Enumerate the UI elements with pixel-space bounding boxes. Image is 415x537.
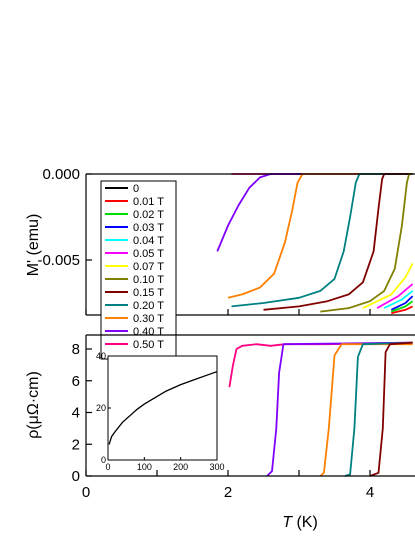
top-line-0-03-T bbox=[390, 295, 414, 311]
top-line-0-04-T bbox=[383, 290, 414, 309]
inset-x-tick-label: 200 bbox=[173, 462, 188, 472]
top-line-0-01-T bbox=[391, 305, 413, 315]
bottom-y-tick-label: 0 bbox=[72, 468, 80, 485]
top-line-0-10-T bbox=[320, 173, 413, 313]
inset-x-tick-label: 100 bbox=[137, 462, 152, 472]
top-y-tick-label: -0.005 bbox=[37, 252, 80, 269]
bottom-line-0-15-T bbox=[369, 341, 413, 477]
legend-label: 0.20 T bbox=[133, 300, 164, 312]
inset-y-tick-label: 20 bbox=[96, 403, 106, 413]
top-y-ticks: 0.000 -0.005 bbox=[37, 166, 92, 269]
legend-label: 0.10 T bbox=[133, 274, 164, 286]
legend-items: 00.01 T0.02 T0.03 T0.04 T0.05 T0.07 T0.1… bbox=[105, 183, 164, 351]
bottom-line-0-30-T bbox=[319, 343, 413, 477]
top-line-0-02-T bbox=[390, 300, 414, 313]
bottom-y-ticks: 0 2 4 6 8 bbox=[72, 341, 92, 485]
top-line-0-30-T bbox=[227, 173, 413, 299]
bottom-series-layer bbox=[228, 341, 413, 477]
inset-x-tick-label: 300 bbox=[209, 462, 224, 472]
inset-box bbox=[107, 355, 218, 461]
inset-y-tick-label: 40 bbox=[96, 351, 106, 361]
inset: 0 100 200 300 0 20 40 bbox=[96, 351, 225, 472]
legend-label: 0.40 T bbox=[133, 326, 164, 338]
legend-label: 0.03 T bbox=[133, 222, 164, 234]
bottom-y-tick-label: 8 bbox=[72, 341, 80, 358]
legend-label: 0 bbox=[133, 183, 139, 195]
legend-label: 0.30 T bbox=[133, 313, 164, 325]
legend-label: 0.05 T bbox=[133, 248, 164, 260]
top-line-0-20-T bbox=[231, 173, 413, 308]
top-y-tick-label: 0.000 bbox=[42, 166, 80, 183]
bottom-y-tick-label: 4 bbox=[72, 405, 80, 422]
legend-label: 0.01 T bbox=[133, 196, 164, 208]
legend: 00.01 T0.02 T0.03 T0.04 T0.05 T0.07 T0.1… bbox=[100, 180, 177, 360]
bottom-x-tick-label: 2 bbox=[224, 484, 232, 501]
inset-x-tick-label: 0 bbox=[105, 462, 110, 472]
bottom-x-tick-label: 4 bbox=[366, 484, 374, 501]
legend-label: 0.02 T bbox=[133, 209, 164, 221]
legend-box bbox=[100, 180, 177, 360]
bottom-x-ticks: 0 2 4 bbox=[82, 470, 374, 501]
bottom-y-tick-label: 6 bbox=[72, 373, 80, 390]
top-line-0-07-T bbox=[362, 262, 414, 309]
bottom-line-0-20-T bbox=[344, 341, 413, 477]
legend-label: 0.04 T bbox=[133, 235, 164, 247]
bottom-y-tick-label: 2 bbox=[72, 436, 80, 453]
inset-y-tick-label: 0 bbox=[101, 455, 106, 465]
inset-ticks: 0 100 200 300 0 20 40 bbox=[96, 351, 225, 472]
top-line-0-40-T bbox=[216, 173, 413, 252]
legend-label: 0.15 T bbox=[133, 287, 164, 299]
top-panel: 0.000 -0.005 M' (emu) 00.01 T0.02 T0.03 T… bbox=[25, 166, 415, 360]
x-axis-label: T (K) bbox=[282, 514, 318, 531]
inset-line bbox=[108, 370, 218, 445]
top-y-axis-label: M' (emu) bbox=[25, 214, 42, 277]
bottom-line-0-40-T bbox=[266, 341, 413, 477]
bottom-y-axis-label: ρ(μΩ·cm) bbox=[25, 371, 42, 439]
legend-label: 0.50 T bbox=[133, 339, 164, 351]
top-line-0-15-T bbox=[263, 173, 413, 311]
inset-series-layer bbox=[108, 370, 218, 445]
bottom-x-tick-label: 0 bbox=[82, 484, 90, 501]
top-series-layer bbox=[216, 173, 414, 315]
top-line-0-05-T bbox=[376, 283, 414, 309]
legend-label: 0.07 T bbox=[133, 261, 164, 273]
bottom-panel: 0 2 4 6 8 0 2 4 ρ(μΩ·cm) T (K) 0 100 200 300 0 20 40 bbox=[25, 334, 415, 531]
